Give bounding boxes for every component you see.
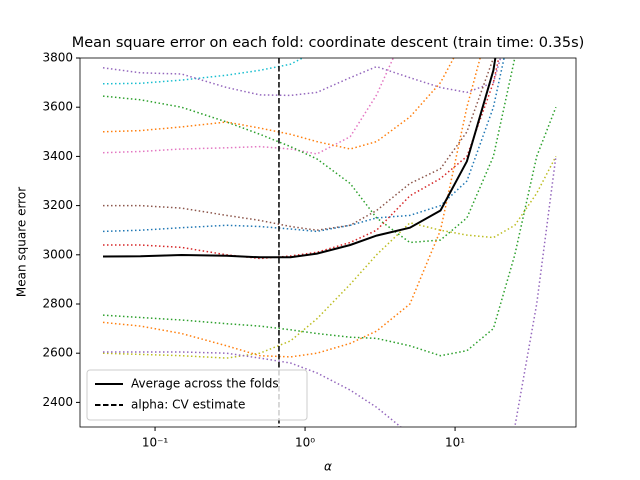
fold-line — [102, 58, 305, 85]
y-tick-label: 3600 — [42, 100, 73, 114]
fold-line — [102, 58, 455, 150]
y-tick-label: 3000 — [42, 247, 73, 261]
fold-line — [102, 106, 557, 357]
fold-line — [103, 58, 500, 260]
y-tick-label: 3800 — [42, 51, 73, 65]
x-axis-label: α — [324, 460, 332, 474]
fold-line — [103, 156, 557, 427]
fold-line — [102, 58, 505, 233]
y-tick-label: 3400 — [42, 149, 73, 163]
legend-box — [86, 369, 308, 421]
fold-line — [102, 58, 516, 244]
fold-line — [102, 156, 557, 359]
x-tick-label: 10⁰ — [295, 436, 315, 450]
x-tick-label: 10¹ — [445, 436, 465, 450]
fold-line — [102, 58, 395, 155]
legend-label: Average across the folds — [131, 377, 279, 391]
plot-area — [102, 58, 557, 427]
chart-title: Mean square error on each fold: coordina… — [72, 35, 585, 51]
y-axis-label: Mean square error — [15, 187, 29, 297]
y-tick-label: 2800 — [42, 297, 73, 311]
fold-line — [103, 58, 495, 231]
fold-line — [102, 58, 481, 358]
axes-frame — [79, 57, 577, 428]
average-line — [102, 58, 497, 259]
y-tick-label: 2400 — [42, 395, 73, 409]
legend-label: alpha: CV estimate — [131, 398, 245, 412]
y-tick-label: 2600 — [42, 346, 73, 360]
x-tick-label: 10⁻¹ — [142, 436, 169, 450]
y-tick-label: 3200 — [42, 198, 73, 212]
